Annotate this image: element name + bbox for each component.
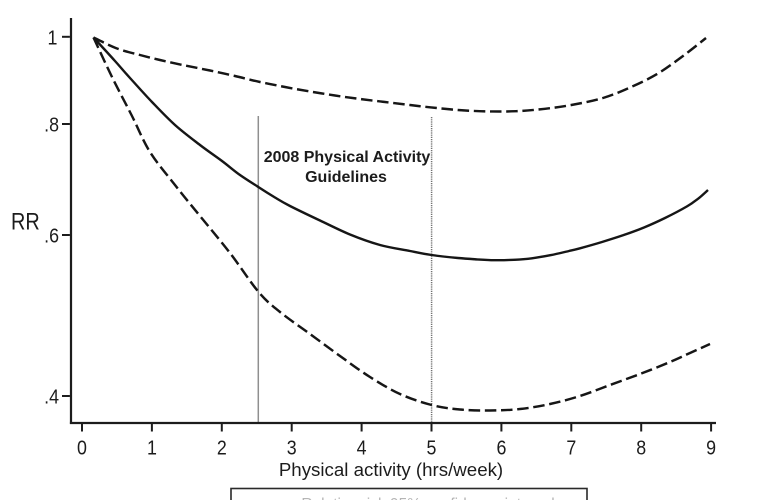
svg-text:2: 2 <box>217 437 227 459</box>
svg-text:6: 6 <box>496 437 506 459</box>
svg-text:4: 4 <box>357 437 367 459</box>
svg-text:2008 Physical Activity: 2008 Physical Activity <box>264 149 431 166</box>
svg-text:5: 5 <box>427 437 437 459</box>
svg-text:Relative risk 95% confi: Relative risk 95% confidence interval <box>301 496 554 500</box>
svg-text:1: 1 <box>48 27 58 49</box>
svg-text:1: 1 <box>147 437 157 459</box>
svg-text:9: 9 <box>706 437 716 459</box>
svg-text:8: 8 <box>636 437 646 459</box>
svg-text:RR: RR <box>11 208 40 235</box>
svg-text:7: 7 <box>566 437 576 459</box>
svg-text:Guidelines: Guidelines <box>305 169 387 186</box>
svg-text:3: 3 <box>287 437 297 459</box>
svg-text:.8: .8 <box>44 115 59 137</box>
svg-text:.6: .6 <box>44 226 59 248</box>
svg-text:.4: .4 <box>44 387 59 409</box>
svg-text:0: 0 <box>77 437 87 459</box>
svg-text:Physical activity (hrs/week): Physical activity (hrs/week) <box>279 459 503 480</box>
